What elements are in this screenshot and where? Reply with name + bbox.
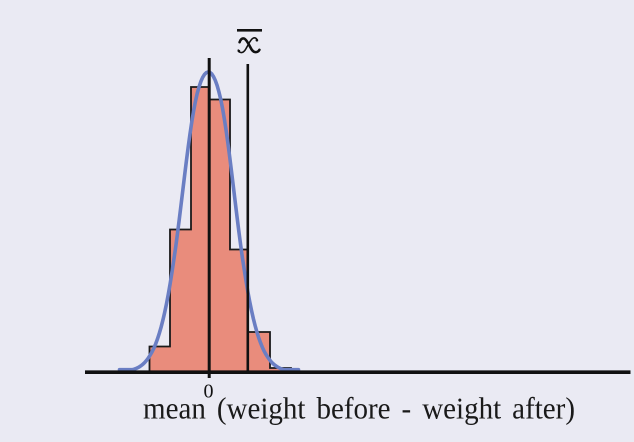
svg-text:mean (weight before - weight a: mean (weight before - weight after) [143, 391, 575, 426]
svg-text:0: 0 [204, 381, 214, 403]
